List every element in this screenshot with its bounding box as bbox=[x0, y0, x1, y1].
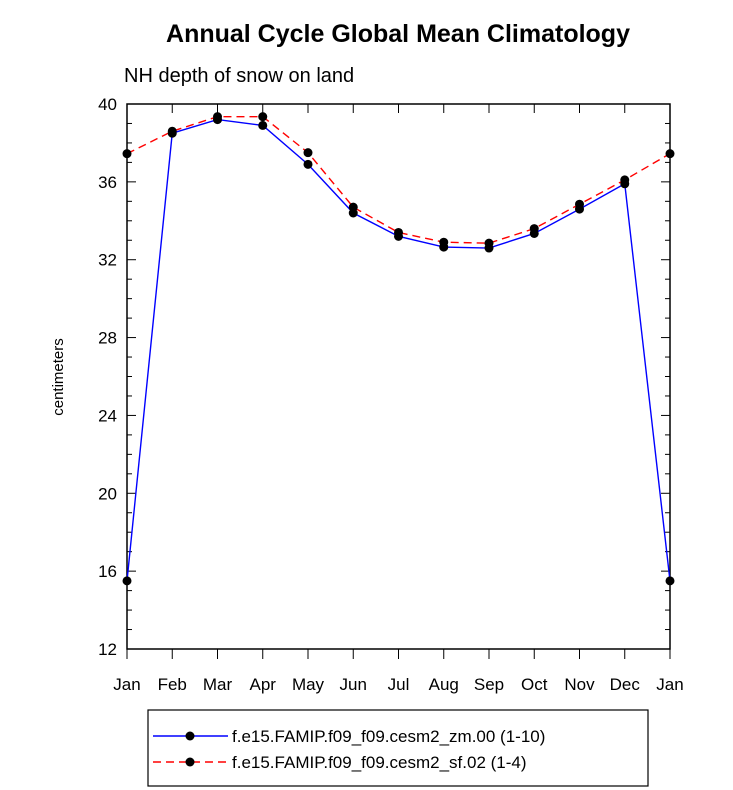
y-tick-label: 16 bbox=[98, 562, 117, 581]
chart-title: Annual Cycle Global Mean Climatology bbox=[166, 20, 630, 48]
series-markers bbox=[122, 112, 675, 586]
data-point bbox=[303, 148, 313, 158]
x-tick-label: Jan bbox=[656, 675, 683, 694]
legend-label-1: f.e15.FAMIP.f09_f09.cesm2_zm.00 (1-10) bbox=[232, 727, 545, 746]
data-point bbox=[575, 199, 584, 209]
plot-frame bbox=[126, 103, 671, 650]
x-tick-label: Jun bbox=[340, 675, 367, 694]
data-point bbox=[258, 112, 268, 122]
x-tick-label: Sep bbox=[474, 675, 504, 694]
y-tick-label: 12 bbox=[98, 640, 117, 659]
y-tick-label: 28 bbox=[98, 329, 117, 348]
data-point bbox=[665, 149, 675, 159]
x-tick-label: Apr bbox=[250, 675, 277, 694]
x-tick-label: Oct bbox=[521, 675, 548, 694]
x-tick-label: Feb bbox=[158, 675, 187, 694]
legend: f.e15.FAMIP.f09_f09.cesm2_zm.00 (1-10) f.… bbox=[147, 709, 649, 787]
data-point bbox=[620, 175, 630, 185]
legend-box bbox=[147, 709, 649, 787]
data-point bbox=[665, 576, 675, 586]
y-tick-labels: 12 16 20 24 28 32 36 40 bbox=[98, 95, 117, 659]
y-axis-label: centimeters bbox=[50, 338, 67, 416]
x-tick-label: Aug bbox=[429, 675, 459, 694]
data-point bbox=[348, 202, 358, 212]
data-point bbox=[529, 224, 539, 234]
data-point bbox=[484, 238, 494, 248]
x-tick-label: Mar bbox=[203, 675, 233, 694]
series-lines bbox=[126, 115, 671, 581]
y-tick-label: 32 bbox=[98, 251, 117, 270]
y-tick-label: 24 bbox=[98, 406, 117, 425]
y-tick-label: 40 bbox=[98, 95, 117, 114]
series-line-1 bbox=[126, 118, 671, 581]
legend-marker-1 bbox=[185, 731, 195, 741]
data-point bbox=[439, 237, 449, 247]
x-tick-label: Jul bbox=[388, 675, 410, 694]
data-point bbox=[303, 159, 313, 169]
y-tick-label: 20 bbox=[98, 484, 117, 503]
legend-label-2: f.e15.FAMIP.f09_f09.cesm2_sf.02 (1-4) bbox=[232, 753, 527, 772]
axis-ticks bbox=[126, 103, 671, 659]
data-point bbox=[122, 149, 132, 159]
data-point bbox=[167, 126, 177, 136]
data-point bbox=[258, 120, 268, 130]
data-point bbox=[213, 112, 222, 122]
x-tick-labels: Jan Feb Mar Apr May Jun Jul Aug Sep Oct Nov Dec Jan bbox=[113, 675, 683, 694]
y-tick-label: 36 bbox=[98, 173, 117, 192]
data-point bbox=[394, 227, 403, 237]
legend-marker-2 bbox=[185, 757, 195, 767]
x-tick-label: Nov bbox=[564, 675, 595, 694]
x-tick-label: Jan bbox=[113, 675, 140, 694]
x-tick-label: Dec bbox=[610, 675, 641, 694]
data-point bbox=[122, 576, 132, 586]
chart-subtitle: NH depth of snow on land bbox=[124, 65, 354, 87]
series-line-2 bbox=[126, 115, 671, 244]
x-tick-label: May bbox=[292, 675, 325, 694]
